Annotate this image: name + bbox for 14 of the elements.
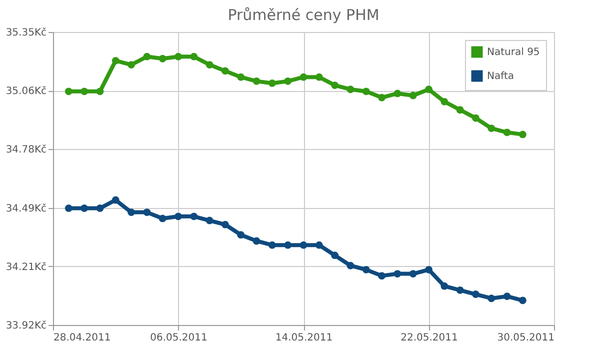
chart-title: Průměrné ceny PHM — [228, 6, 380, 24]
x-tick-label: 22.05.2011 — [400, 332, 458, 344]
x-tick-label: 30.05.2011 — [497, 332, 554, 344]
legend-label: Nafta — [487, 71, 514, 82]
y-tick-label: 35.06Kč — [6, 86, 46, 98]
x-tick-label: 28.04.2011 — [54, 332, 111, 344]
y-tick-label: 34.49Kč — [6, 203, 46, 214]
y-tick-label: 35.35Kč — [6, 28, 46, 38]
y-tick-label: 34.78Kč — [6, 144, 46, 156]
x-tick-label: 14.05.2011 — [275, 332, 333, 344]
legend-label: Natural 95 — [487, 47, 540, 58]
y-tick-label: 34.21Kč — [6, 262, 46, 273]
x-tick-label: 06.05.2011 — [150, 332, 208, 344]
y-tick-label: 33.92Kč — [6, 320, 46, 332]
